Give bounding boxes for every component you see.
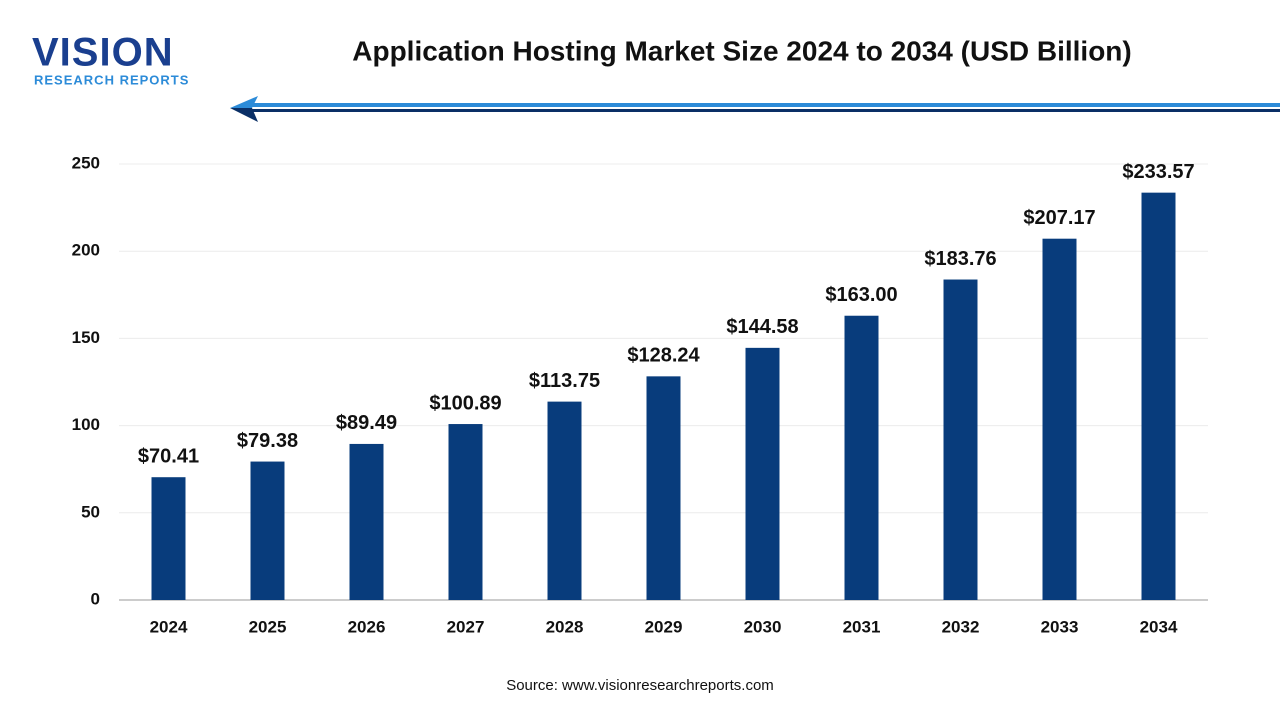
value-label: $207.17 <box>1023 207 1095 229</box>
x-tick-label: 2027 <box>447 617 485 636</box>
bar <box>943 279 978 600</box>
bar <box>349 443 384 600</box>
x-tick-label: 2034 <box>1140 617 1178 636</box>
logo-tagline: RESEARCH REPORTS <box>34 72 189 87</box>
bar <box>448 424 483 600</box>
bar <box>250 461 285 600</box>
value-label: $89.49 <box>336 412 397 434</box>
x-tick-label: 2024 <box>150 617 188 636</box>
value-label: $70.41 <box>138 445 199 467</box>
y-tick-label: 50 <box>81 502 100 521</box>
bar <box>844 315 879 600</box>
x-tick-label: 2031 <box>843 617 881 636</box>
logo: VISION RESEARCH REPORTS <box>32 31 189 88</box>
title-arrow <box>230 96 1280 122</box>
bar <box>547 401 582 600</box>
x-tick-label: 2028 <box>546 617 584 636</box>
bar <box>151 477 186 600</box>
x-tick-label: 2030 <box>744 617 782 636</box>
value-label: $79.38 <box>237 430 298 452</box>
value-label: $183.76 <box>924 248 996 270</box>
value-label: $144.58 <box>726 316 798 338</box>
value-label: $113.75 <box>529 370 600 392</box>
x-tick-label: 2026 <box>348 617 386 636</box>
y-tick-label: 150 <box>72 328 100 347</box>
value-label: $128.24 <box>627 345 700 367</box>
bar <box>1141 192 1176 600</box>
x-tick-label: 2033 <box>1041 617 1079 636</box>
x-tick-label: 2025 <box>249 617 287 636</box>
x-tick-label: 2032 <box>942 617 980 636</box>
logo-name: VISION <box>32 31 174 75</box>
value-label: $163.00 <box>825 284 897 306</box>
y-tick-label: 0 <box>91 589 100 608</box>
y-tick-label: 250 <box>72 153 100 172</box>
x-tick-label: 2029 <box>645 617 683 636</box>
y-tick-label: 200 <box>72 241 100 260</box>
bar <box>745 347 780 600</box>
y-tick-label: 100 <box>72 415 100 434</box>
chart-title: Application Hosting Market Size 2024 to … <box>352 35 1132 66</box>
value-label: $233.57 <box>1122 161 1194 183</box>
bar <box>1042 238 1077 600</box>
bar <box>646 376 681 600</box>
value-label: $100.89 <box>429 392 501 414</box>
source-note: Source: www.visionresearchreports.com <box>506 677 774 694</box>
